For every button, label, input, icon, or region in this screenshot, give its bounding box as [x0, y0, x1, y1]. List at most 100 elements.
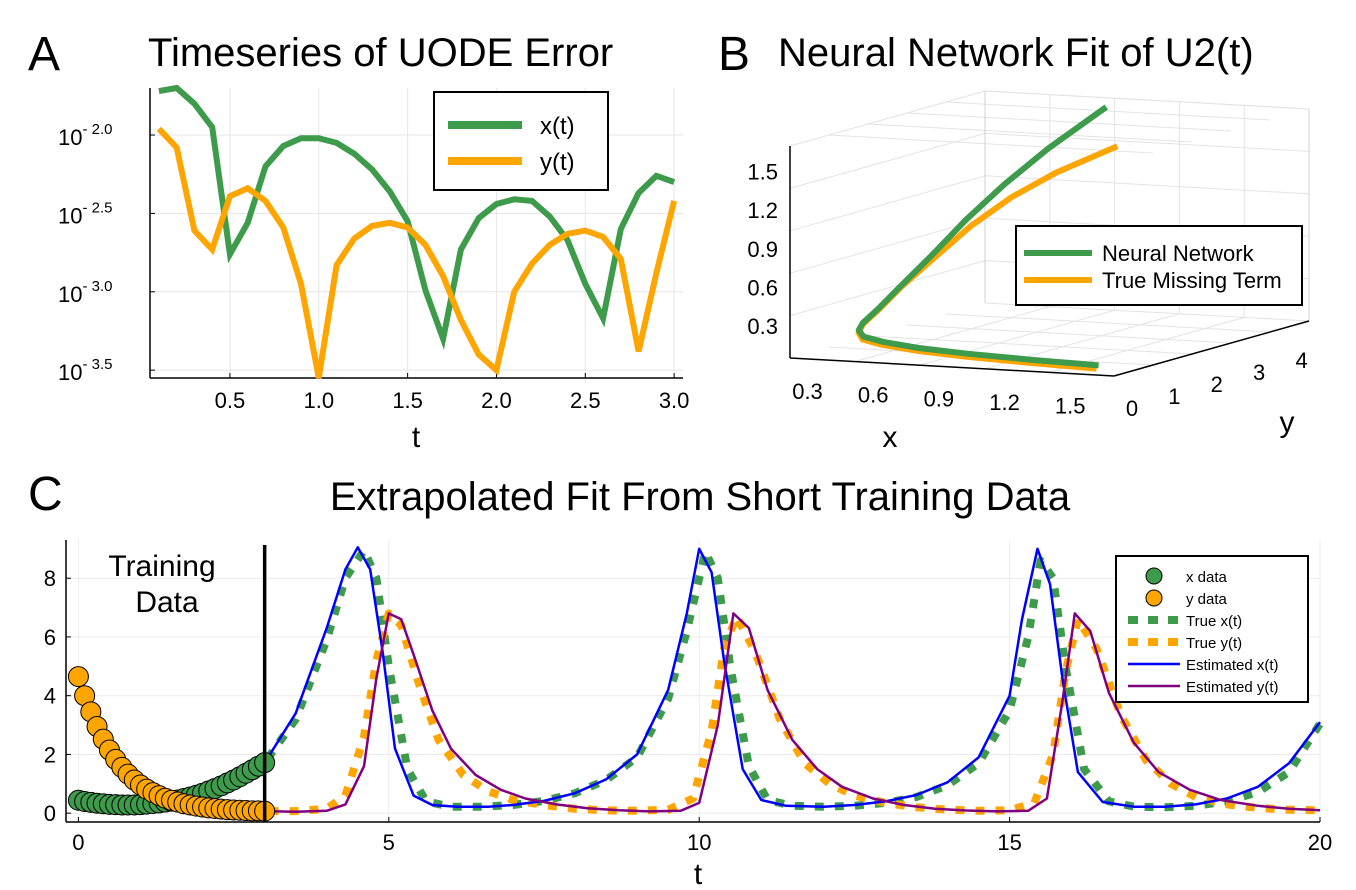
panel-c-title: Extrapolated Fit From Short Training Dat… [330, 475, 1071, 519]
panel-a-x-tick-label: 0.5 [215, 388, 246, 413]
panel-a-legend-label-y: y(t) [540, 149, 575, 176]
panel-b-y-tick-label: 1 [1168, 384, 1180, 409]
panel-c-line-1 [74, 609, 1321, 816]
panel-c-x-ticks: 0 5 10 15 20 [72, 817, 1332, 855]
panel-b-grid-top-y [828, 134, 1154, 154]
panel-b-grid-side-z [789, 175, 986, 232]
panel-a-x-tick-label: 1.5 [392, 388, 423, 413]
panel-b-grid-floor-y [945, 313, 1271, 333]
panel-c-y-ticks: 0 2 4 6 8 [44, 566, 71, 826]
panel-c-series [74, 546, 1324, 816]
panel-b-grid-top-y [867, 123, 1193, 143]
panel-c-y-tick-label: 2 [44, 742, 56, 767]
panel-c-y-tick-label: 8 [44, 566, 56, 591]
panel-a-y-tick-label: 10- 2.0 [58, 121, 113, 150]
legend-true-x-label: True x(t) [1186, 613, 1242, 630]
panel-b-grid-side-z [789, 260, 986, 317]
panel-a-x-tick-label: 3.0 [659, 388, 690, 413]
panel-b-x-tick-label: 0.3 [792, 379, 823, 404]
panel-b-x-label: x [883, 421, 898, 454]
panel-b-legend: Neural Network True Missing Term [1015, 225, 1303, 306]
panel-a-x-label: t [412, 421, 421, 454]
panel-a-axes [149, 88, 683, 379]
panel-c-axes [65, 540, 1320, 823]
panel-a-letter: A [28, 28, 60, 81]
panel-a-title: Timeseries of UODE Error [148, 31, 613, 75]
panel-a-legend-box [433, 91, 609, 191]
panel-a-x-tick-label: 2.5 [570, 388, 601, 413]
panel-b-z-tick-label: 0.3 [747, 314, 778, 339]
panel-b-grid-back-z [984, 90, 1310, 110]
training-annotation-line2: Data [135, 586, 199, 619]
panel-b-y-tick-label: 2 [1211, 372, 1223, 397]
panel-a-y-tick-label: 10- 3.0 [58, 278, 113, 307]
panel-a-x-tick-label: 1.0 [303, 388, 334, 413]
legend-estimated-y-label: Estimated y(t) [1186, 679, 1279, 696]
panel-c-x-tick-label: 10 [687, 830, 711, 855]
legend-estimated-x-label: Estimated x(t) [1186, 657, 1279, 674]
panel-b-grid-floor-x [854, 306, 1050, 363]
panel-a-y-ticks: 10- 2.0 10- 2.5 10- 3.0 10- 3.5 [58, 121, 155, 385]
panel-c-letter: C [28, 468, 63, 521]
panel-b-z-tick-label: 0.6 [747, 275, 778, 300]
legend-x-data-marker [1145, 567, 1163, 585]
panel-b-x-tick-label: 0.6 [858, 383, 889, 408]
panel-a-series-line-0 [158, 84, 676, 350]
panel-c-y-tick-label: 6 [44, 625, 56, 650]
panel-a: A Timeseries of UODE Error 0.5 1.0 1.5 2.0 2… [28, 28, 689, 454]
legend-x-data-label: x data [1186, 569, 1228, 586]
panel-b-legend-box [1015, 225, 1303, 306]
panel-a-x-tick-label: 2.0 [481, 388, 512, 413]
panel-a-x-ticks: 0.5 1.0 1.5 2.0 2.5 3.0 [215, 373, 690, 413]
panel-b-x-tick-label: 1.5 [1055, 394, 1086, 419]
panel-b-legend-label-true: True Missing Term [1102, 268, 1282, 293]
panel-b-grid-floor-y [906, 324, 1232, 344]
panel-b-grid-side-z [789, 90, 986, 147]
panel-c-y-tick-label: 4 [44, 684, 56, 709]
panel-b-z-tick-label: 0.9 [747, 237, 778, 262]
panel-a-legend: x(t) y(t) [433, 91, 609, 191]
panel-b-grid-back-z [984, 132, 1310, 152]
panel-b-grid-top-y [906, 112, 1232, 132]
legend-y-data-marker [1145, 589, 1163, 607]
legend-true-y-label: True y(t) [1186, 635, 1242, 652]
panel-b-z-tick-label: 1.5 [747, 160, 778, 185]
panel-c-x-tick-label: 15 [997, 830, 1021, 855]
panel-b-x-tick-label: 1.2 [989, 390, 1020, 415]
panel-b-z-tick-label: 1.2 [747, 198, 778, 223]
legend-y-data-label: y data [1186, 591, 1228, 608]
panel-c-line-0 [77, 546, 1324, 812]
panel-b-ticks: 0.3 0.6 0.9 1.2 1.5 0 1 2 3 4 0.3 0.6 0.9 1.2 1.5 [747, 160, 1307, 421]
panel-c-x-tick-label: 0 [72, 830, 84, 855]
training-annotation-line1: Training [108, 550, 215, 583]
panel-c-line-2 [78, 546, 1321, 808]
panel-a-y-tick-label: 10- 2.5 [58, 199, 113, 228]
panel-a-series-line-1 [156, 126, 678, 379]
panel-b-grid-floor-y [867, 335, 1193, 355]
panel-b-series [855, 104, 1119, 372]
panel-a-legend-label-x: x(t) [540, 113, 575, 140]
panel-c: C Extrapolated Fit From Short Training D… [28, 468, 1332, 890]
panel-b-title: Neural Network Fit of U2(t) [778, 31, 1254, 75]
panel-b-y-tick-label: 3 [1253, 360, 1265, 385]
panel-c-line-3 [77, 612, 1321, 813]
panel-b-legend-label-nn: Neural Network [1102, 241, 1255, 266]
panel-a-series [156, 84, 678, 379]
panel-b-curve-0 [855, 104, 1109, 369]
panel-b-y-axis [1113, 320, 1310, 377]
panel-b-y-tick-label: 4 [1295, 348, 1307, 373]
panel-b-x-tick-label: 0.9 [924, 386, 955, 411]
panel-b-y-label: y [1280, 406, 1295, 439]
panel-b-grid-side-z [789, 217, 986, 274]
panel-c-x-label: t [694, 858, 703, 890]
panel-b-y-tick-label: 0 [1126, 396, 1138, 421]
panel-b-letter: B [718, 28, 750, 81]
panel-b: B Neural Network Fit of U2(t) 0.3 0.6 0.9 1… [718, 28, 1310, 454]
panel-a-y-tick-label: 10- 3.5 [58, 356, 113, 385]
panel-c-scatter [67, 666, 276, 822]
panel-c-y-tick-label: 0 [44, 801, 56, 826]
panel-b-grid-side-z [789, 132, 986, 189]
panel-c-x-tick-label: 5 [383, 830, 395, 855]
panel-b-x-axis [789, 357, 1115, 377]
